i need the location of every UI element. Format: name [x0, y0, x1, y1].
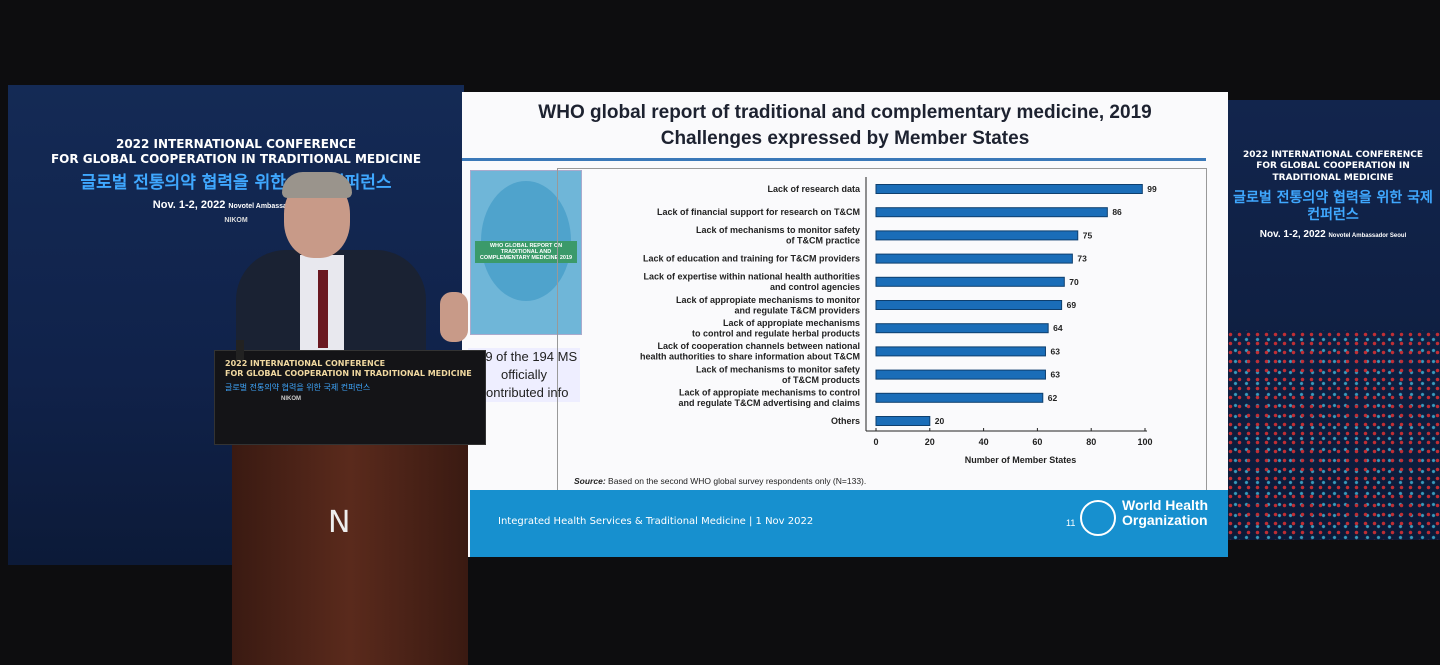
category-label: Lack of expertise within national health…: [643, 272, 860, 282]
category-label: Others: [831, 416, 860, 426]
footer-text: Integrated Health Services & Traditional…: [498, 516, 814, 527]
category-label: Lack of research data: [767, 184, 861, 194]
speaker-tie: [318, 270, 328, 348]
left-screen-content: 2022 INTERNATIONAL CONFERENCE FOR GLOBAL…: [16, 137, 456, 224]
podium: N: [232, 445, 468, 665]
bar: [875, 230, 1079, 241]
bar-value-label: 75: [1083, 230, 1093, 240]
right-date-text: Nov. 1-2, 2022: [1259, 229, 1326, 241]
presentation-slide: WHO global report of traditional and com…: [462, 92, 1228, 557]
bar: [875, 300, 1063, 310]
podium-screen: 2022 INTERNATIONAL CONFERENCE FOR GLOBAL…: [214, 350, 486, 445]
category-label: and regulate T&CM advertising and claims: [678, 398, 860, 408]
podium-title-line1: 2022 INTERNATIONAL CONFERENCE: [225, 359, 386, 368]
category-label: of T&CM practice: [786, 236, 860, 246]
bar: [875, 207, 1108, 218]
member-states-note: 179 of the 194 MS officially contributed…: [468, 348, 580, 402]
x-tick-label: 60: [1032, 437, 1042, 447]
category-label: Lack of appropiate mechanisms: [723, 318, 860, 328]
slide-title: WHO global report of traditional and com…: [462, 100, 1228, 152]
category-label: of T&CM products: [782, 375, 860, 385]
bar: [875, 184, 1143, 194]
category-label: Lack of education and training for T&CM …: [643, 254, 860, 264]
right-conference-screen: 2022 INTERNATIONAL CONFERENCE FOR GLOBAL…: [1226, 100, 1440, 540]
conference-date: Nov. 1-2, 2022 Novotel Ambassador Seoul: [153, 199, 319, 211]
category-label: Lack of cooperation channels between nat…: [657, 341, 860, 351]
who-logo-text: World Health Organization: [1122, 497, 1209, 528]
source-note: Source: Based on the second WHO global s…: [574, 476, 866, 486]
bar-value-label: 70: [1069, 277, 1079, 287]
organizer-logo: NIKOM: [224, 217, 248, 225]
conference-title: 2022 INTERNATIONAL CONFERENCE FOR GLOBAL…: [51, 137, 421, 167]
right-venue: Novotel Ambassador Seoul: [1328, 233, 1407, 240]
bar-value-label: 63: [1050, 370, 1060, 380]
right-date: Nov. 1-2, 2022 Novotel Ambassador Seoul: [1260, 229, 1407, 240]
bar-value-label: 64: [1053, 323, 1063, 333]
bar-value-label: 63: [1050, 346, 1060, 356]
category-label: Lack of mechanisms to monitor safety: [696, 225, 860, 235]
report-cover-image: WHO GLOBAL REPORT ON TRADITIONAL AND COM…: [470, 170, 582, 335]
x-tick-label: 40: [979, 437, 989, 447]
category-label: Lack of appropiate mechanisms to monitor: [676, 295, 861, 305]
report-cover-title: WHO GLOBAL REPORT ON TRADITIONAL AND COM…: [475, 241, 577, 263]
category-label: to control and regulate herbal products: [692, 328, 860, 338]
title-divider: [462, 158, 1206, 161]
x-tick-label: 20: [925, 437, 935, 447]
podium-organizer: NIKOM: [281, 396, 301, 402]
slide-title-line2: Challenges expressed by Member States: [660, 128, 1030, 149]
category-label: Lack of appropiate mechanisms to control: [679, 388, 860, 398]
x-tick-label: 80: [1086, 437, 1096, 447]
who-emblem-icon: [1080, 500, 1116, 536]
date: Nov. 1-2, 2022: [152, 199, 226, 212]
speaker-hair: [282, 172, 352, 198]
bar-chart: 99 Lack of research data 86 Lack of financi…: [640, 177, 1157, 465]
bar: [875, 276, 1065, 287]
bar-value-label: 20: [935, 416, 945, 426]
novotel-logo: N: [328, 505, 351, 540]
bar-value-label: 62: [1048, 393, 1058, 403]
venue: Novotel Ambassador Seoul: [228, 203, 320, 211]
category-label: health authorities to share information …: [640, 352, 860, 362]
x-axis-title: Number of Member States: [965, 455, 1077, 465]
bar: [875, 346, 1046, 357]
x-tick-label: 0: [873, 437, 878, 447]
right-screen-content: 2022 INTERNATIONAL CONFERENCE FOR GLOBAL…: [1230, 150, 1436, 240]
slide-footer: Integrated Health Services & Traditional…: [470, 490, 1228, 557]
bar-value-label: 99: [1147, 184, 1157, 194]
bar-value-label: 86: [1112, 207, 1122, 217]
bar-value-label: 69: [1067, 300, 1077, 310]
page-number: 11: [1066, 518, 1076, 528]
right-korean-title: 글로벌 전통의약 협력을 위한 국제 컨퍼런스: [1233, 189, 1433, 223]
source-text: Based on the second WHO global survey re…: [608, 476, 867, 486]
conference-title-line2: FOR GLOBAL COOPERATION IN TRADITIONAL ME…: [50, 152, 422, 166]
podium-title-line2: FOR GLOBAL COOPERATION IN TRADITIONAL ME…: [225, 369, 472, 378]
microphone-icon: [236, 340, 244, 360]
bar: [875, 253, 1073, 264]
conference-title-line1: 2022 INTERNATIONAL CONFERENCE: [115, 137, 357, 151]
category-label: Lack of mechanisms to monitor safety: [696, 364, 860, 374]
bar: [875, 416, 931, 426]
bar: [875, 369, 1046, 380]
decorative-dots: [1226, 330, 1440, 540]
category-label: and regulate T&CM providers: [734, 305, 860, 315]
right-title-line2: FOR GLOBAL COOPERATION IN TRADITIONAL ME…: [1256, 161, 1410, 183]
category-label: and control agencies: [770, 282, 860, 292]
source-label: Source:: [574, 476, 606, 486]
slide-title-line1: WHO global report of traditional and com…: [538, 102, 1152, 123]
x-tick-label: 100: [1137, 437, 1152, 447]
podium-screen-content: 2022 INTERNATIONAL CONFERENCE FOR GLOBAL…: [225, 359, 477, 402]
right-title-line1: 2022 INTERNATIONAL CONFERENCE: [1242, 150, 1424, 160]
bar: [875, 392, 1044, 403]
category-label: Lack of financial support for research o…: [657, 207, 860, 217]
bar: [875, 323, 1049, 334]
podium-korean-title: 글로벌 전통의약 협력을 위한 국제 컨퍼런스: [225, 383, 371, 392]
bar-value-label: 73: [1077, 254, 1087, 264]
speaker-hand: [440, 292, 468, 342]
